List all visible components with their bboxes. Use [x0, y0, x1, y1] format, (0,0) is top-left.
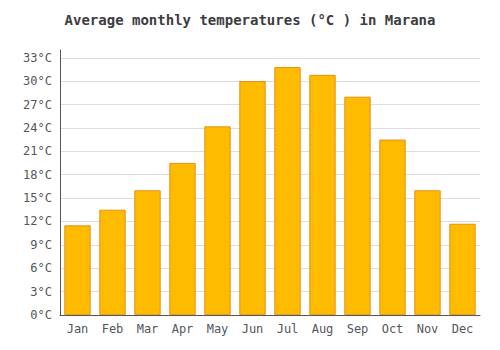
svg-text:9°C: 9°C [30, 238, 52, 252]
svg-text:Oct: Oct [382, 322, 404, 336]
svg-text:0°C: 0°C [30, 308, 52, 322]
svg-text:May: May [207, 322, 229, 336]
svg-text:21°C: 21°C [23, 144, 52, 158]
svg-text:Jan: Jan [67, 322, 89, 336]
svg-text:Jul: Jul [277, 322, 299, 336]
svg-text:27°C: 27°C [23, 98, 52, 112]
svg-text:Apr: Apr [172, 322, 194, 336]
svg-text:18°C: 18°C [23, 168, 52, 182]
svg-text:Jun: Jun [242, 322, 264, 336]
svg-text:33°C: 33°C [23, 51, 52, 65]
svg-text:24°C: 24°C [23, 121, 52, 135]
svg-text:12°C: 12°C [23, 214, 52, 228]
svg-text:Average monthly temperatures (: Average monthly temperatures (°C ) in Ma… [65, 12, 436, 28]
svg-text:Aug: Aug [312, 322, 334, 336]
svg-text:Dec: Dec [452, 322, 474, 336]
svg-text:15°C: 15°C [23, 191, 52, 205]
svg-text:30°C: 30°C [23, 74, 52, 88]
svg-text:3°C: 3°C [30, 285, 52, 299]
svg-text:Nov: Nov [417, 322, 439, 336]
svg-text:Sep: Sep [347, 322, 369, 336]
svg-text:Feb: Feb [102, 322, 124, 336]
svg-text:6°C: 6°C [30, 261, 52, 275]
svg-text:Mar: Mar [137, 322, 159, 336]
